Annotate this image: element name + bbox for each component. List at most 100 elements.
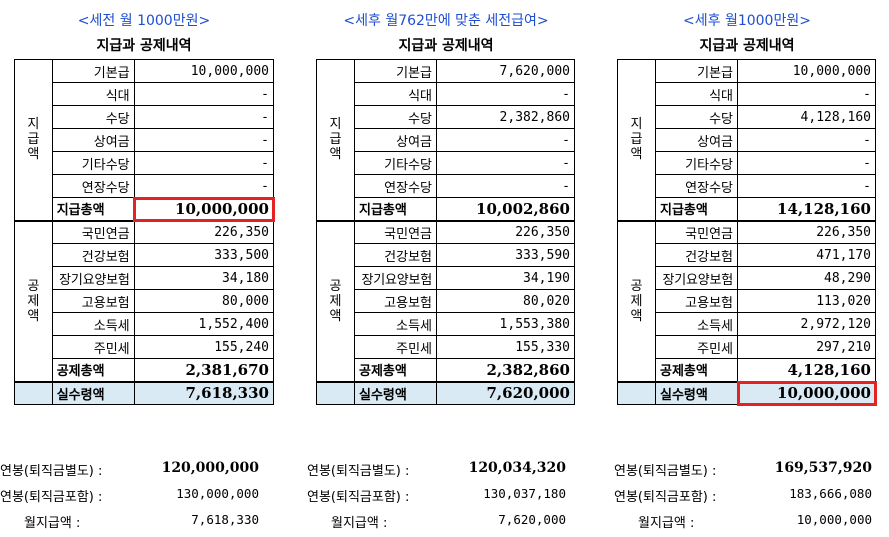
table-row: 기타수당 - [618,151,876,175]
row-value: 2,382,860 [436,105,575,129]
table-row: 건강보험 471,170 [618,243,876,267]
table-row: 수당 2,382,860 [317,105,575,129]
table-row: 기타수당 - [15,151,275,175]
summary-value: 169,537,920 [774,460,872,476]
summary-value: 7,620,000 [498,512,566,527]
row-value: 4,128,160 [737,358,876,382]
table-row: 공 제 액 국민연금 226,350 [617,219,876,382]
table-row: 소득세 1,552,400 [15,312,275,336]
panel-title: <세후 월762만에 맞춘 세전급여> [343,13,549,29]
row-value: 10,000,000 [736,380,877,406]
row-value: 80,020 [436,289,575,313]
row-value: - [436,128,575,152]
row-label: 건강보험 [655,243,738,267]
table-row: 상여금 - [15,128,275,152]
row-value: 297,210 [737,335,876,359]
pay-total-row: 지급총액 10,002,860 [317,197,575,221]
deduct-total-row: 공제총액 2,381,670 [15,358,275,382]
row-value: 471,170 [737,243,876,267]
payroll-table: 지 급 액 기본급 10,000,000 식대 - 수당 4,128,160 상여금 - 기타수당 - 연… [617,59,877,406]
table-row: 상여금 - [317,128,575,152]
row-label: 장기요양보험 [655,266,738,290]
payroll-table: 지 급 액 기본급 10,000,000 식대 - 수당 - 상여금 - 기타수당 - 연장수당 - 지급총액… [14,59,275,405]
row-label: 소득세 [655,312,738,336]
table-row: 지 급 액 기본급 10,000,000 [617,59,876,221]
row-label: 실수령액 [51,380,135,405]
deduct-category-label-char: 제 [630,293,643,309]
row-label: 장기요양보험 [354,266,437,290]
row-label: 연장수당 [655,174,738,198]
table-row: 고용보험 113,020 [618,289,876,313]
summary-label: 연봉(퇴직금포함) : [614,490,717,505]
pay-total-row: 지급총액 10,000,000 [15,196,275,222]
pay-category-label-char: 지 [329,117,342,133]
net-spacer [14,380,53,405]
row-value: 333,500 [133,243,275,267]
row-value: - [436,174,575,198]
row-label: 실수령액 [655,380,738,405]
row-label: 식대 [51,82,135,106]
deduct-category-label-char: 제 [27,293,40,309]
row-value: - [737,128,876,152]
table-row: 상여금 - [618,128,876,152]
summary-value: 120,000,000 [161,460,259,476]
deduct-category-label-char: 액 [329,308,342,324]
row-value: 7,620,000 [436,59,575,83]
row-label: 국민연금 [51,219,135,244]
pay-category-label-char: 액 [630,147,643,163]
table-row: 고용보험 80,000 [15,289,275,313]
table-row: 소득세 1,553,380 [317,312,575,336]
row-label: 기본급 [354,59,437,83]
table-row: 공 제 액 국민연금 226,350 [14,219,275,382]
row-value: 34,180 [133,266,275,290]
row-value: 155,240 [133,335,275,359]
row-value: - [133,82,275,106]
panel-title: <세전 월 1000만원> [77,13,211,29]
row-value: - [436,151,575,175]
row-label: 기본급 [655,59,738,83]
summary-label: 연봉(퇴직금별도) : [0,464,103,479]
summary-label: 연봉(퇴직금별도) : [614,464,717,479]
row-label: 주민세 [655,335,738,359]
row-value: 333,590 [436,243,575,267]
row-value: 1,552,400 [133,312,275,336]
row-value: 48,290 [737,266,876,290]
row-label: 상여금 [655,128,738,152]
summary-value: 183,666,080 [789,486,872,501]
summary-value: 120,034,320 [468,460,566,476]
row-label: 고용보험 [51,289,135,313]
net-spacer [617,380,656,405]
payroll-table: 지 급 액 기본급 7,620,000 식대 - 수당 2,382,860 상여금 - 기타수당 - 연장… [316,59,575,405]
table-row: 주민세 155,240 [15,335,275,359]
row-label: 건강보험 [51,243,135,267]
row-value: 7,620,000 [436,380,575,405]
panel-subtitle: 지급과 공제내역 [398,38,494,54]
row-label: 연장수당 [51,174,135,198]
row-label: 소득세 [51,312,135,336]
pay-category-label-char: 급 [329,132,342,148]
row-label: 연장수당 [354,174,437,198]
summary-label: 연봉(퇴직금별도) : [307,464,410,479]
panel-subtitle: 지급과 공제내역 [96,38,192,54]
row-label: 국민연금 [655,219,738,244]
row-value: 10,000,000 [133,59,275,83]
table-row: 건강보험 333,500 [15,243,275,267]
panel-subtitle: 지급과 공제내역 [699,38,795,54]
net-spacer [316,380,355,405]
net-pay-row: 실수령액 7,620,000 [316,380,575,405]
net-pay-row: 실수령액 7,618,330 [14,380,275,405]
row-label: 주민세 [354,335,437,359]
panel-title: <세후 월1000만원> [683,13,811,29]
pay-category-label-char: 급 [27,132,40,148]
row-label: 수당 [51,105,135,129]
summary-label: 연봉(퇴직금포함) : [307,490,410,505]
row-label: 장기요양보험 [51,266,135,290]
row-label: 기타수당 [354,151,437,175]
table-row: 식대 - [15,82,275,106]
deduct-category-label-char: 액 [27,308,40,324]
row-value: 80,000 [133,289,275,313]
